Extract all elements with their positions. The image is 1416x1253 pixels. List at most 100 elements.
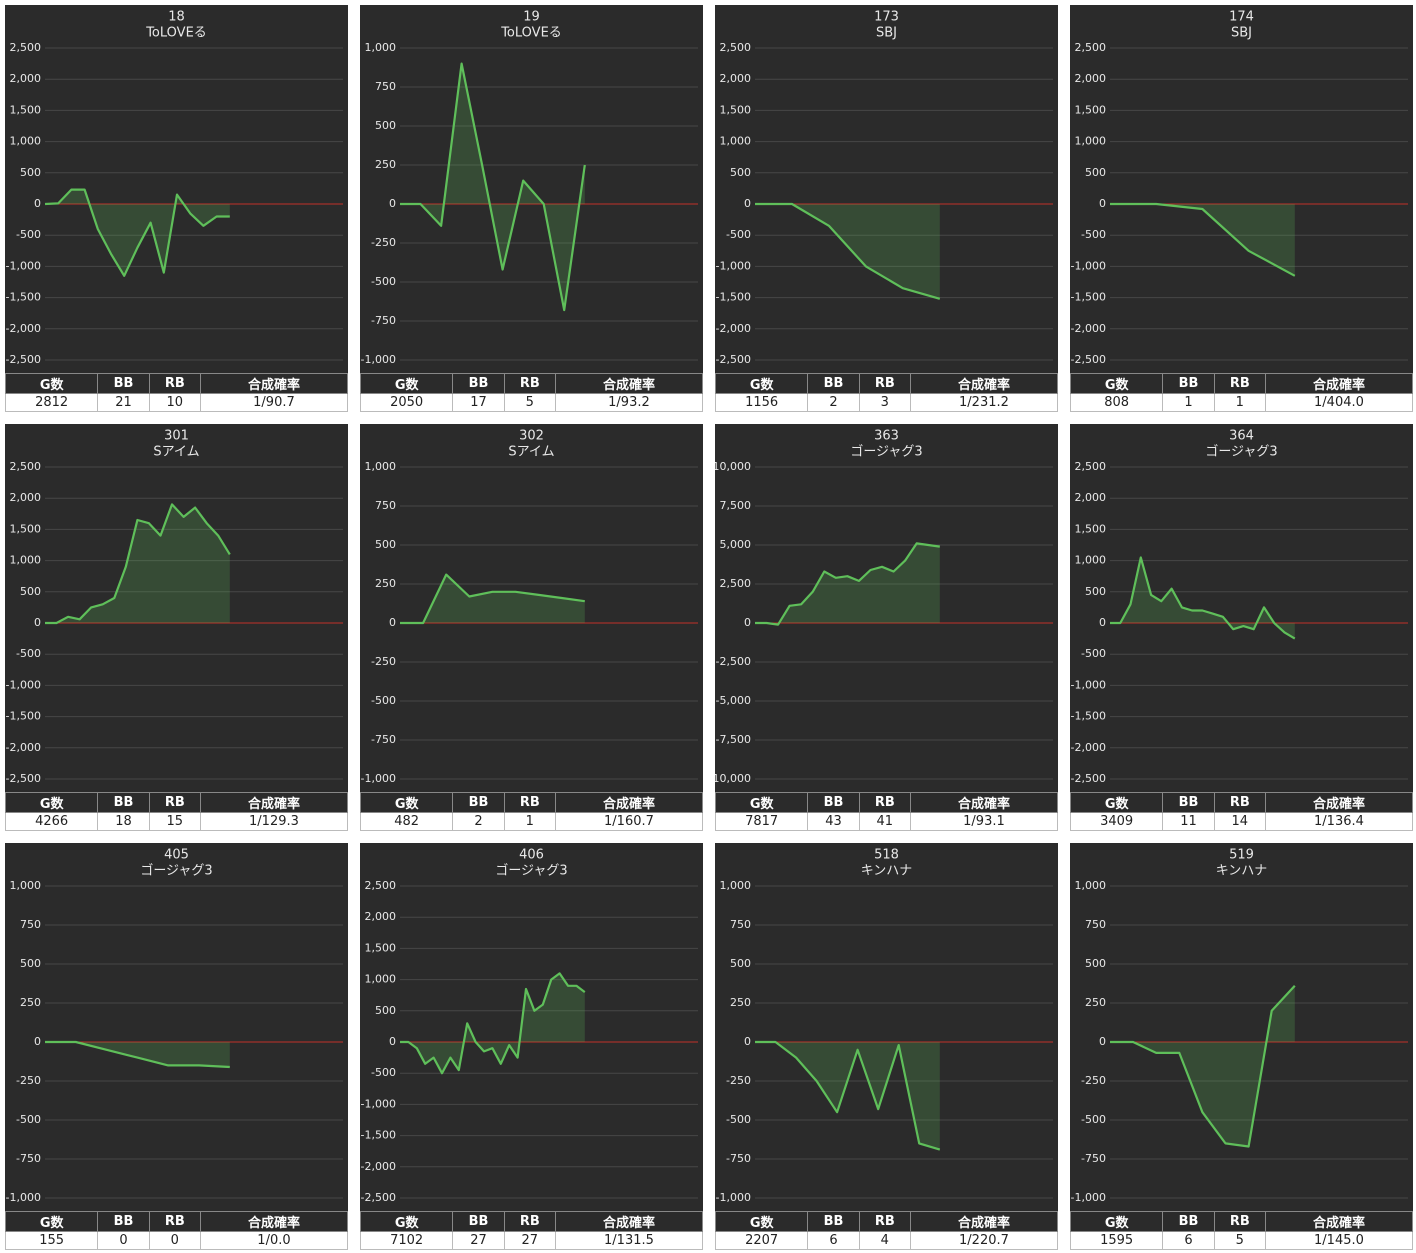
column-header: BB — [1162, 792, 1215, 813]
stats-table: G数 BB RB 合成確率 2812 21 10 1/90.7 — [4, 373, 349, 412]
column-header: 合成確率 — [554, 792, 704, 813]
cell: 2 — [807, 393, 860, 412]
column-header: RB — [858, 792, 911, 813]
y-tick-label: -1,500 — [1071, 291, 1106, 304]
area — [45, 504, 230, 623]
column-header: RB — [1213, 792, 1266, 813]
stats-table: G数 BB RB 合成確率 482 2 1 1/160.7 — [359, 792, 704, 831]
header-row: G数 BB RB 合成確率 — [4, 373, 349, 394]
chart-panel: 364 ゴージャグ3 -2,500 -2,000 -1,500 -1,000 -500 0 50… — [1069, 424, 1414, 831]
area — [755, 204, 940, 299]
value-row: 2812 21 10 1/90.7 — [4, 393, 349, 412]
column-header: G数 — [4, 373, 99, 394]
y-tick-label: -750 — [1081, 1152, 1106, 1165]
cell: 1/93.2 — [554, 393, 704, 412]
column-header: BB — [452, 373, 505, 394]
column-header: RB — [1213, 373, 1266, 394]
column-header: BB — [1162, 1211, 1215, 1232]
y-tick-label: -2,500 — [6, 353, 41, 366]
y-tick-label: 750 — [1085, 918, 1106, 931]
y-tick-label: -1,000 — [1071, 678, 1106, 691]
stats-table: G数 BB RB 合成確率 2207 6 4 1/220.7 — [714, 1211, 1059, 1250]
y-tick-label: 1,000 — [10, 554, 42, 567]
chart-subtitle: ゴージャグ3 — [140, 863, 212, 879]
cell: 1/129.3 — [199, 812, 349, 831]
stats-table: G数 BB RB 合成確率 4266 18 15 1/129.3 — [4, 792, 349, 831]
cell: 1/90.7 — [199, 393, 349, 412]
y-tick-label: 1,500 — [1075, 522, 1107, 535]
stats-table: G数 BB RB 合成確率 3409 11 14 1/136.4 — [1069, 792, 1414, 831]
chart-title: 301 — [164, 429, 189, 444]
cell: 2050 — [359, 393, 454, 412]
stats-table: G数 BB RB 合成確率 155 0 0 1/0.0 — [4, 1211, 349, 1250]
chart-subtitle: ゴージャグ3 — [1205, 444, 1277, 460]
y-tick-label: -2,500 — [6, 772, 41, 785]
cell: 4266 — [4, 812, 99, 831]
cell: 1/93.1 — [909, 812, 1059, 831]
y-tick-label: 250 — [1085, 996, 1106, 1009]
cell: 5 — [503, 393, 556, 412]
cell: 17 — [452, 393, 505, 412]
cell: 2 — [452, 812, 505, 831]
column-header: G数 — [714, 373, 809, 394]
y-tick-label: -750 — [371, 314, 396, 327]
area — [1110, 985, 1295, 1147]
y-tick-label: -750 — [16, 1152, 41, 1165]
cell: 27 — [503, 1231, 556, 1250]
y-tick-label: 2,500 — [1075, 460, 1107, 473]
chart-panel: 406 ゴージャグ3 -2,500 -2,000 -1,500 -1,000 -500 0 50… — [359, 843, 704, 1250]
column-header: BB — [97, 1211, 150, 1232]
y-tick-label: 2,500 — [720, 577, 752, 590]
area — [400, 973, 585, 1074]
area — [45, 1042, 230, 1067]
column-header: G数 — [4, 792, 99, 813]
value-row: 1156 2 3 1/231.2 — [714, 393, 1059, 412]
y-tick-label: 250 — [20, 996, 41, 1009]
column-header: BB — [1162, 373, 1215, 394]
y-tick-label: 750 — [375, 80, 396, 93]
column-header: BB — [807, 792, 860, 813]
column-header: RB — [503, 373, 556, 394]
column-header: 合成確率 — [554, 1211, 704, 1232]
column-header: 合成確率 — [554, 373, 704, 394]
chart-title: 364 — [1229, 429, 1254, 444]
y-tick-label: -10,000 — [715, 772, 751, 785]
cell: 7817 — [714, 812, 809, 831]
line — [400, 62, 586, 312]
area — [1110, 557, 1295, 639]
y-tick-label: -2,000 — [6, 741, 41, 754]
cell: 27 — [452, 1231, 505, 1250]
chart-title: 302 — [519, 429, 544, 444]
cell: 4 — [858, 1231, 911, 1250]
y-tick-label: -2,500 — [1071, 353, 1106, 366]
y-tick-label: 0 — [744, 1035, 751, 1048]
value-row: 3409 11 14 1/136.4 — [1069, 812, 1414, 831]
y-tick-label: -1,500 — [716, 291, 751, 304]
area — [400, 63, 585, 311]
line — [1110, 556, 1296, 640]
line — [400, 573, 585, 625]
column-header: G数 — [1069, 373, 1164, 394]
column-header: BB — [452, 792, 505, 813]
y-tick-label: -500 — [1081, 1113, 1106, 1126]
header-row: G数 BB RB 合成確率 — [1069, 373, 1414, 394]
cell: 1/220.7 — [909, 1231, 1059, 1250]
column-header: 合成確率 — [1264, 373, 1414, 394]
column-header: 合成確率 — [199, 1211, 349, 1232]
y-tick-label: -1,000 — [1071, 1191, 1106, 1204]
area — [45, 189, 230, 276]
y-tick-label: -2,000 — [1071, 741, 1106, 754]
cell: 1/131.5 — [554, 1231, 704, 1250]
header-row: G数 BB RB 合成確率 — [4, 792, 349, 813]
chart-panel: 173 SBJ -2,500 -2,000 -1,500 -1,000 -500 0 500 1,… — [714, 5, 1059, 412]
column-header: RB — [503, 792, 556, 813]
column-header: RB — [503, 1211, 556, 1232]
chart-panel: 405 ゴージャグ3 -1,000 -750 -500 -250 0 250 500 750 1,0… — [4, 843, 349, 1250]
y-tick-label: 1,500 — [10, 522, 42, 535]
y-tick-label: 1,000 — [365, 973, 397, 986]
header-row: G数 BB RB 合成確率 — [1069, 792, 1414, 813]
column-header: RB — [148, 1211, 201, 1232]
